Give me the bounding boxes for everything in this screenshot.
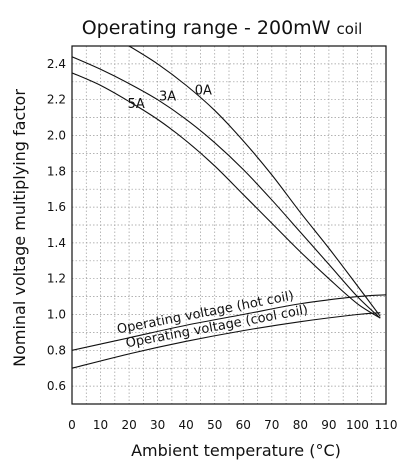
chart-title: Operating range - 200mW coil xyxy=(82,17,363,39)
x-tick-label: 50 xyxy=(207,418,222,432)
series-line-operating-voltage-cool-coil xyxy=(72,312,381,369)
x-tick-label: 0 xyxy=(68,418,76,432)
y-tick-label: 0.6 xyxy=(47,379,66,393)
y-tick-label: 2.4 xyxy=(47,57,66,71)
x-tick-label: 10 xyxy=(93,418,108,432)
x-tick-label: 30 xyxy=(150,418,165,432)
grid xyxy=(72,46,386,404)
plot-frame xyxy=(71,45,387,405)
y-tick-label: 1.2 xyxy=(47,272,66,286)
y-tick-label: 1.8 xyxy=(47,164,66,178)
y-tick-label: 1.6 xyxy=(47,200,66,214)
series-layer xyxy=(72,46,386,369)
x-tick-label: 100 xyxy=(346,418,369,432)
x-tick-label: 60 xyxy=(236,418,251,432)
y-tick-labels: 0.6 0.8 1.0 1.2 1.4 1.6 1.8 2.0 2.2 2.4 xyxy=(47,57,66,393)
series-label-5a: 5A xyxy=(128,97,145,112)
x-axis-label: Ambient temperature (°C) xyxy=(131,441,341,460)
y-tick-label: 1.4 xyxy=(47,236,66,250)
x-tick-label: 80 xyxy=(293,418,308,432)
x-tick-label: 110 xyxy=(375,418,398,432)
series-label-0a: 0A xyxy=(195,83,212,98)
series-line-5a xyxy=(72,72,381,319)
x-tick-label: 70 xyxy=(264,418,279,432)
x-tick-labels: 0 10 20 30 40 50 60 70 80 90 100 110 xyxy=(68,418,397,432)
series-label-3a: 3A xyxy=(159,90,176,105)
y-tick-label: 0.8 xyxy=(47,343,66,357)
y-axis-label: Nominal voltage multiplying factor xyxy=(10,89,29,367)
x-tick-label: 40 xyxy=(179,418,194,432)
y-tick-label: 2.2 xyxy=(47,93,66,107)
x-tick-label: 90 xyxy=(321,418,336,432)
series-line-3a xyxy=(72,56,381,319)
series-line-operating-voltage-hot-coil xyxy=(72,294,386,351)
x-tick-label: 20 xyxy=(121,418,136,432)
y-tick-label: 2.0 xyxy=(47,129,66,143)
y-tick-label: 1.0 xyxy=(47,308,66,322)
series-line-0a xyxy=(128,46,381,317)
